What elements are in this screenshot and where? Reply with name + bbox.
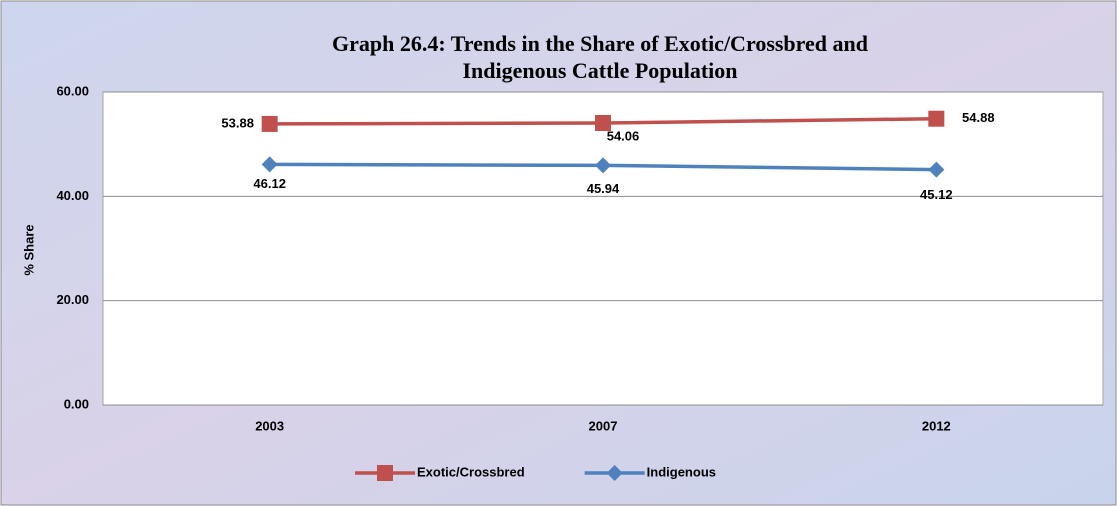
y-tick-label: 40.00	[56, 188, 89, 203]
y-axis-label: % Share	[21, 224, 36, 275]
data-label: 53.88	[221, 115, 254, 130]
marker	[261, 115, 278, 132]
chart-title: Graph 26.4: Trends in the Share of Exoti…	[332, 31, 868, 56]
data-label: 46.12	[253, 176, 286, 191]
marker	[928, 161, 945, 178]
data-label: 54.06	[607, 128, 640, 143]
chart-subtitle: Indigenous Cattle Population	[462, 58, 737, 83]
x-tick-label: 2012	[922, 418, 951, 433]
x-tick-label: 2003	[255, 418, 284, 433]
legend-label: Exotic/Crossbred	[417, 464, 525, 479]
data-label: 45.12	[920, 187, 953, 202]
data-label: 54.88	[962, 110, 995, 125]
marker	[595, 114, 611, 131]
legend-marker	[606, 465, 623, 481]
legend-marker	[377, 465, 393, 481]
y-tick-label: 0.00	[64, 396, 89, 411]
marker	[928, 110, 945, 127]
x-tick-label: 2007	[589, 418, 618, 433]
marker	[595, 157, 611, 174]
legend-label: Indigenous	[647, 464, 716, 479]
data-label: 45.94	[587, 181, 620, 196]
y-tick-label: 20.00	[56, 292, 89, 307]
marker	[261, 156, 278, 173]
plot-area	[102, 91, 1104, 406]
y-tick-label: 60.00	[56, 83, 89, 98]
